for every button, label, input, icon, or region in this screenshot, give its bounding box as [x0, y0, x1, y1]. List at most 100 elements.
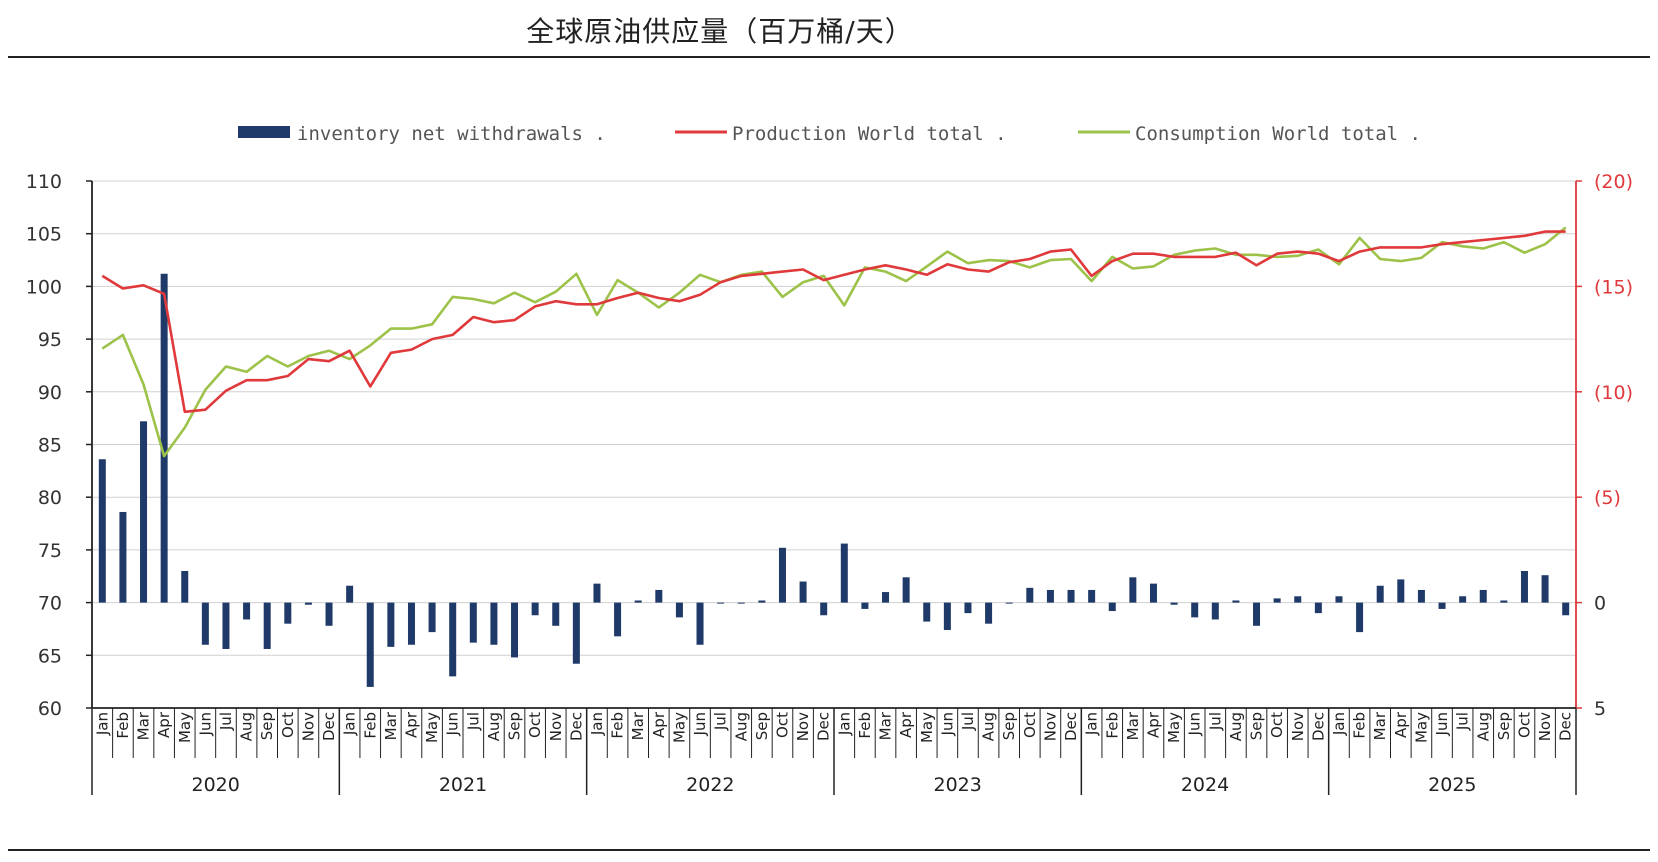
inventory-bar [572, 602, 580, 664]
month-label: Sep [1000, 712, 1018, 740]
month-label: Oct [279, 712, 297, 738]
inventory-bar [923, 602, 931, 622]
month-label: Aug [238, 712, 256, 741]
month-label: Aug [485, 712, 503, 741]
month-label: Apr [650, 711, 668, 738]
y-right-tick-label: (20) [1594, 171, 1633, 193]
month-label: Dec [1309, 712, 1327, 741]
month-label: May [423, 712, 441, 743]
inventory-bar [778, 547, 786, 603]
month-label: Jan [835, 712, 853, 736]
month-label: Feb [1351, 712, 1369, 739]
inventory-bar [1026, 587, 1034, 603]
month-label: Jun [691, 712, 709, 736]
month-label: Jun [1186, 712, 1204, 736]
inventory-bar [222, 602, 230, 649]
legend-label-inventory: inventory net withdrawals . [297, 123, 606, 145]
month-label: Jul [1454, 712, 1472, 731]
inventory-bar [861, 602, 869, 609]
inventory-bar [428, 602, 436, 633]
month-label: Jan [588, 712, 606, 736]
month-label: Nov [547, 712, 565, 741]
month-label: Jun [444, 712, 462, 736]
inventory-bar [263, 602, 271, 649]
inventory-bar [1232, 600, 1240, 603]
y-left-tick-label: 105 [26, 224, 62, 246]
month-label: Feb [114, 712, 132, 739]
inventory-bar [140, 421, 148, 603]
month-label: Feb [609, 712, 627, 739]
inventory-bar [387, 602, 395, 647]
y-left-tick-label: 110 [26, 171, 62, 193]
legend-label-production: Production World total . [732, 123, 1007, 145]
inventory-bar [449, 602, 457, 677]
month-label: Jun [938, 712, 956, 736]
y-right-tick-label: 5 [1594, 698, 1606, 720]
month-label: Nov [1536, 712, 1554, 741]
inventory-bar [593, 583, 601, 603]
month-label: Sep [258, 712, 276, 740]
inventory-bar [1562, 602, 1570, 616]
month-label: Dec [567, 712, 585, 741]
month-label: Mar [1124, 711, 1142, 740]
y-left-tick-label: 85 [38, 435, 62, 457]
inventory-bar [284, 602, 292, 624]
inventory-bar [552, 602, 560, 626]
inventory-bar [1211, 602, 1219, 620]
month-label: Aug [732, 712, 750, 741]
month-label: Sep [753, 712, 771, 740]
month-label: Sep [1495, 712, 1513, 740]
y-left-tick-label: 60 [38, 698, 62, 720]
inventory-bar [160, 273, 168, 603]
month-label: May [176, 712, 194, 743]
inventory-bar [1314, 602, 1322, 614]
year-label: 2023 [933, 774, 981, 796]
year-label: 2022 [686, 774, 734, 796]
month-label: Jul [1206, 712, 1224, 731]
legend-swatch-inventory [238, 126, 290, 138]
y-left-tick-label: 80 [38, 487, 62, 509]
inventory-bar [840, 543, 848, 603]
year-label: 2020 [191, 774, 239, 796]
inventory-bar [655, 589, 663, 603]
month-label: Nov [794, 712, 812, 741]
month-label: Oct [526, 712, 544, 738]
month-label: May [1412, 712, 1430, 743]
y-right-tick-label: 0 [1594, 593, 1606, 615]
month-label: Feb [1103, 712, 1121, 739]
y-left-tick-label: 70 [38, 593, 62, 615]
inventory-bar [304, 602, 312, 605]
grid-lines [92, 180, 1576, 709]
inventory-bar [799, 581, 807, 603]
month-label: Nov [1289, 712, 1307, 741]
month-label: Apr [897, 711, 915, 738]
month-label: Mar [877, 711, 895, 740]
inventory-bar [531, 602, 539, 616]
inventory-bar [325, 602, 333, 626]
inventory-bar [1459, 596, 1467, 603]
month-label: Jan [93, 712, 111, 736]
inventory-bar [902, 577, 910, 603]
month-label: Mar [1371, 711, 1389, 740]
month-label: Feb [856, 712, 874, 739]
inventory-bar [1067, 589, 1075, 603]
month-label: Sep [1248, 712, 1266, 740]
month-label: Jun [196, 712, 214, 736]
inventory-bar [1335, 596, 1343, 603]
inventory-bar [1149, 583, 1157, 603]
month-label: Mar [135, 711, 153, 740]
inventory-bar [985, 602, 993, 624]
chart-title: 全球原油供应量（百万桶/天） [526, 15, 914, 48]
inventory-bar [614, 602, 622, 637]
y-right-tick-label: (5) [1594, 487, 1621, 509]
month-label: Apr [155, 711, 173, 738]
month-label: Oct [1515, 712, 1533, 738]
month-label: Jan [341, 712, 359, 736]
month-label: Oct [1268, 712, 1286, 738]
inventory-bar [1005, 602, 1013, 604]
inventory-bar [964, 602, 972, 614]
month-label: Feb [361, 712, 379, 739]
month-label: Jul [712, 712, 730, 731]
inventory-bar [1438, 602, 1446, 609]
